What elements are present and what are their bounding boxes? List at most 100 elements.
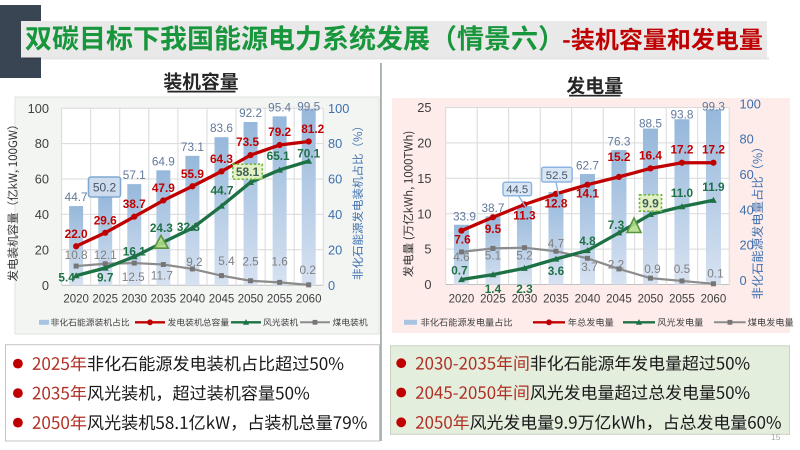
svg-text:2055: 2055: [669, 294, 695, 306]
svg-text:47.9: 47.9: [152, 181, 175, 195]
svg-text:2020: 2020: [449, 294, 475, 306]
svg-text:2035: 2035: [151, 294, 177, 306]
svg-text:99.5: 99.5: [297, 100, 320, 114]
svg-text:60: 60: [740, 167, 754, 182]
svg-text:2050: 2050: [238, 294, 264, 306]
svg-text:7.6: 7.6: [454, 233, 471, 247]
svg-text:44.5: 44.5: [506, 184, 528, 196]
svg-text:2045: 2045: [606, 294, 632, 306]
svg-text:9.5: 9.5: [485, 222, 502, 236]
svg-text:58.1: 58.1: [236, 165, 260, 179]
svg-text:12.5: 12.5: [122, 270, 145, 284]
svg-text:73.5: 73.5: [236, 135, 259, 149]
svg-text:44.7: 44.7: [211, 184, 234, 198]
svg-text:17.2: 17.2: [670, 143, 693, 157]
svg-text:2.2: 2.2: [608, 258, 624, 272]
svg-text:2055: 2055: [267, 294, 293, 306]
svg-text:0.9: 0.9: [644, 262, 660, 276]
svg-text:93.8: 93.8: [670, 107, 693, 121]
svg-text:79.2: 79.2: [268, 125, 291, 139]
svg-text:29.6: 29.6: [94, 213, 117, 227]
svg-text:2030: 2030: [512, 294, 538, 306]
svg-text:44.7: 44.7: [65, 190, 88, 204]
svg-text:95.4: 95.4: [268, 100, 291, 114]
svg-text:1.6: 1.6: [271, 255, 288, 269]
svg-text:81.2: 81.2: [301, 122, 324, 136]
svg-text:15: 15: [417, 171, 431, 186]
svg-text:12.1: 12.1: [94, 248, 117, 262]
svg-text:10.8: 10.8: [65, 248, 88, 262]
svg-text:22.0: 22.0: [65, 227, 88, 241]
svg-text:11.7: 11.7: [151, 269, 173, 283]
svg-text:11.3: 11.3: [513, 209, 536, 223]
svg-text:14.1: 14.1: [576, 187, 599, 201]
svg-text:2.3: 2.3: [516, 282, 533, 296]
svg-text:40: 40: [35, 207, 49, 222]
svg-text:5.4: 5.4: [58, 271, 75, 285]
svg-text:2030: 2030: [121, 294, 147, 306]
svg-text:64.9: 64.9: [152, 154, 175, 168]
svg-text:38.7: 38.7: [123, 197, 146, 211]
svg-text:83.6: 83.6: [210, 121, 233, 135]
svg-text:0.1: 0.1: [707, 267, 723, 281]
svg-text:2040: 2040: [575, 294, 601, 306]
svg-text:80: 80: [35, 136, 49, 151]
svg-text:60: 60: [35, 172, 49, 187]
svg-text:57.1: 57.1: [123, 168, 146, 182]
svg-text:62.7: 62.7: [576, 159, 599, 173]
svg-text:40: 40: [740, 202, 754, 217]
svg-text:15: 15: [771, 432, 781, 442]
svg-text:0.7: 0.7: [451, 264, 468, 278]
svg-text:64.3: 64.3: [210, 152, 233, 166]
svg-text:2025: 2025: [480, 294, 506, 306]
svg-text:1.4: 1.4: [485, 282, 502, 296]
svg-text:0.2: 0.2: [299, 263, 315, 277]
svg-text:3.7: 3.7: [581, 260, 597, 274]
svg-text:20: 20: [740, 238, 754, 253]
svg-text:7.3: 7.3: [608, 218, 625, 232]
svg-text:60: 60: [328, 172, 342, 187]
svg-text:100: 100: [740, 96, 761, 111]
svg-text:2040: 2040: [180, 294, 206, 306]
svg-text:0: 0: [328, 278, 335, 293]
svg-text:11.9: 11.9: [702, 180, 725, 194]
svg-text:92.2: 92.2: [239, 106, 262, 120]
svg-text:99.3: 99.3: [702, 100, 725, 114]
svg-text:9.7: 9.7: [97, 271, 114, 285]
svg-text:5.1: 5.1: [485, 249, 501, 263]
svg-text:70.1: 70.1: [297, 147, 320, 161]
svg-text:4.6: 4.6: [453, 250, 470, 264]
svg-text:0: 0: [424, 277, 431, 292]
svg-text:20: 20: [417, 136, 431, 151]
svg-text:40: 40: [328, 207, 342, 222]
svg-text:100: 100: [328, 101, 349, 116]
svg-text:17.2: 17.2: [702, 143, 725, 157]
svg-text:16.4: 16.4: [639, 149, 662, 163]
svg-text:50.2: 50.2: [93, 181, 117, 195]
svg-text:24.3: 24.3: [150, 221, 173, 235]
svg-text:9.2: 9.2: [186, 255, 202, 269]
svg-text:3.6: 3.6: [548, 264, 565, 278]
svg-text:2025: 2025: [92, 294, 118, 306]
svg-text:5.4: 5.4: [218, 254, 235, 268]
svg-text:16.1: 16.1: [123, 245, 146, 259]
svg-text:4.8: 4.8: [579, 234, 596, 248]
svg-text:88.5: 88.5: [639, 117, 662, 131]
svg-text:2050: 2050: [638, 294, 664, 306]
svg-text:25: 25: [417, 100, 431, 115]
svg-text:0: 0: [42, 278, 49, 293]
svg-text:0: 0: [740, 273, 747, 288]
svg-text:73.1: 73.1: [181, 140, 204, 154]
svg-text:9.9: 9.9: [642, 196, 659, 210]
svg-text:2060: 2060: [701, 294, 727, 306]
svg-text:76.3: 76.3: [607, 135, 630, 149]
svg-text:80: 80: [740, 132, 754, 147]
svg-text:20: 20: [328, 242, 342, 257]
svg-text:15.2: 15.2: [607, 150, 630, 164]
svg-text:10: 10: [417, 206, 431, 221]
svg-text:5: 5: [424, 242, 431, 257]
svg-text:0.5: 0.5: [674, 262, 691, 276]
svg-text:65.1: 65.1: [267, 149, 290, 163]
svg-text:38.7: 38.7: [481, 201, 504, 215]
svg-text:4.7: 4.7: [548, 237, 564, 251]
